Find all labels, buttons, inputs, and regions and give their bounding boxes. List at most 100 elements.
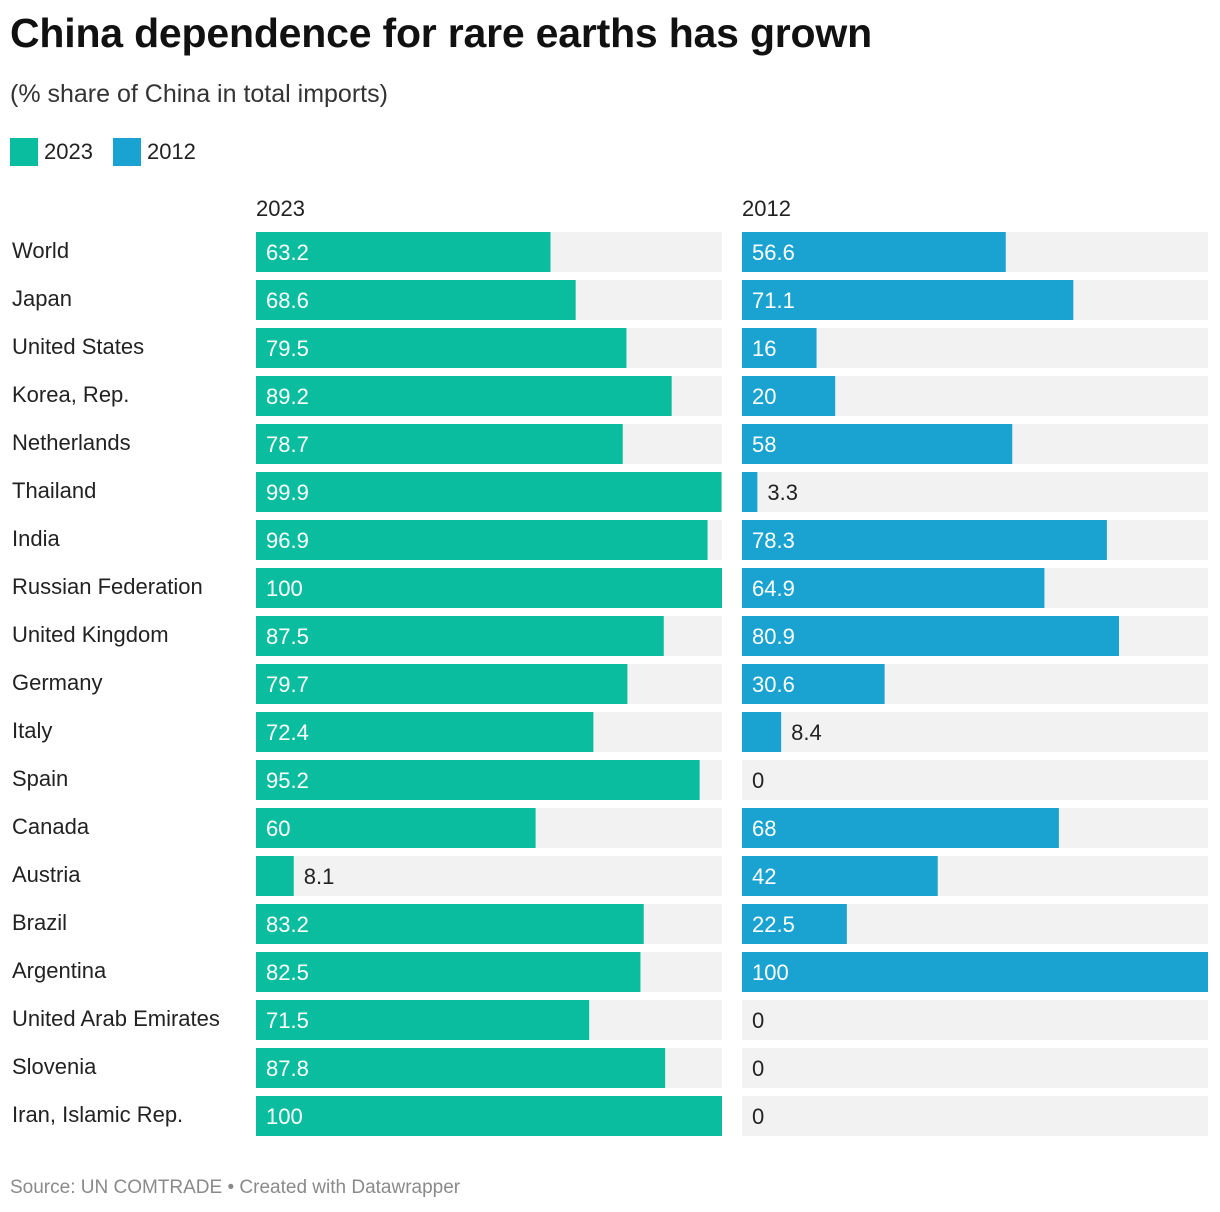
category-label-korea-rep: Korea, Rep. (12, 382, 129, 407)
data-label-2023-united-states: 79.5 (266, 336, 309, 361)
data-label-2012-canada: 68 (752, 816, 776, 841)
bar-2023-japan (256, 280, 576, 320)
bar-track-2012-thailand (742, 472, 1208, 512)
bar-2012-korea-rep (742, 376, 836, 416)
category-label-united-states: United States (12, 334, 144, 359)
category-label-slovenia: Slovenia (12, 1054, 97, 1079)
bar-2012-united-kingdom (742, 616, 1119, 656)
legend-swatch-2023 (10, 138, 38, 166)
bar-2023-india (256, 520, 708, 560)
data-label-2012-united-states: 16 (752, 336, 776, 361)
data-label-2012-iran-islamic-rep: 0 (752, 1104, 764, 1129)
bar-2012-netherlands (742, 424, 1013, 464)
data-label-2023-germany: 79.7 (266, 672, 309, 697)
chart-title: China dependence for rare earths has gro… (10, 10, 872, 56)
bar-track-2012-spain (742, 760, 1208, 800)
bar-2023-netherlands (256, 424, 623, 464)
data-label-2012-japan: 71.1 (752, 288, 795, 313)
bar-track-2012-united-arab-emirates (742, 1000, 1208, 1040)
bar-2012-japan (742, 280, 1074, 320)
bar-2012-russian-federation (742, 568, 1045, 608)
category-label-austria: Austria (12, 862, 81, 887)
data-label-2012-thailand: 3.3 (767, 480, 798, 505)
bar-2023-argentina (256, 952, 641, 992)
data-label-2023-korea-rep: 89.2 (266, 384, 309, 409)
data-label-2023-thailand: 99.9 (266, 480, 309, 505)
bar-track-2012-iran-islamic-rep (742, 1096, 1208, 1136)
category-label-japan: Japan (12, 286, 72, 311)
bar-2012-world (742, 232, 1006, 272)
data-label-2012-italy: 8.4 (791, 720, 822, 745)
bar-2023-united-kingdom (256, 616, 664, 656)
bar-2023-brazil (256, 904, 644, 944)
legend-label-2012: 2012 (146, 139, 196, 164)
bar-2012-canada (742, 808, 1059, 848)
data-label-2023-united-arab-emirates: 71.5 (266, 1008, 309, 1033)
bar-2023-korea-rep (256, 376, 672, 416)
bar-2012-austria (742, 856, 938, 896)
bar-2012-argentina (742, 952, 1208, 992)
column-header-2012: 2012 (742, 196, 791, 221)
category-label-canada: Canada (12, 814, 90, 839)
bar-2023-world (256, 232, 551, 272)
data-label-2023-iran-islamic-rep: 100 (266, 1104, 303, 1129)
category-label-spain: Spain (12, 766, 68, 791)
data-label-2012-india: 78.3 (752, 528, 795, 553)
data-label-2023-japan: 68.6 (266, 288, 309, 313)
data-label-2023-world: 63.2 (266, 240, 309, 265)
category-label-united-kingdom: United Kingdom (12, 622, 169, 647)
data-label-2023-argentina: 82.5 (266, 960, 309, 985)
source-note: Source: UN COMTRADE • Created with Dataw… (10, 1177, 461, 1198)
data-label-2023-brazil: 83.2 (266, 912, 309, 937)
data-label-2012-austria: 42 (752, 864, 776, 889)
category-label-russian-federation: Russian Federation (12, 574, 203, 599)
data-label-2023-spain: 95.2 (266, 768, 309, 793)
bar-2023-italy (256, 712, 594, 752)
data-label-2012-germany: 30.6 (752, 672, 795, 697)
bar-2012-italy (742, 712, 782, 752)
chart-subtitle: (% share of China in total imports) (10, 80, 388, 108)
data-label-2012-united-arab-emirates: 0 (752, 1008, 764, 1033)
data-label-2023-india: 96.9 (266, 528, 309, 553)
bar-2012-brazil (742, 904, 847, 944)
category-label-argentina: Argentina (12, 958, 107, 983)
bar-2023-thailand (256, 472, 722, 512)
data-label-2012-argentina: 100 (752, 960, 789, 985)
category-label-iran-islamic-rep: Iran, Islamic Rep. (12, 1102, 183, 1127)
bar-track-2023-austria (256, 856, 722, 896)
data-label-2012-spain: 0 (752, 768, 764, 793)
bar-track-2012-slovenia (742, 1048, 1208, 1088)
data-label-2012-slovenia: 0 (752, 1056, 764, 1081)
data-label-2012-world: 56.6 (752, 240, 795, 265)
bar-2023-austria (256, 856, 294, 896)
data-label-2012-netherlands: 58 (752, 432, 776, 457)
data-label-2023-netherlands: 78.7 (266, 432, 309, 457)
bar-2023-united-states (256, 328, 627, 368)
bar-track-2012-italy (742, 712, 1208, 752)
bar-2023-germany (256, 664, 628, 704)
data-label-2023-canada: 60 (266, 816, 290, 841)
category-label-brazil: Brazil (12, 910, 67, 935)
category-label-netherlands: Netherlands (12, 430, 131, 455)
data-label-2012-korea-rep: 20 (752, 384, 776, 409)
data-label-2012-united-kingdom: 80.9 (752, 624, 795, 649)
data-label-2023-russian-federation: 100 (266, 576, 303, 601)
bar-2023-canada (256, 808, 536, 848)
data-label-2023-slovenia: 87.8 (266, 1056, 309, 1081)
data-label-2012-brazil: 22.5 (752, 912, 795, 937)
category-label-italy: Italy (12, 718, 52, 743)
data-label-2012-russian-federation: 64.9 (752, 576, 795, 601)
category-label-united-arab-emirates: United Arab Emirates (12, 1006, 220, 1031)
data-label-2023-austria: 8.1 (304, 864, 335, 889)
bar-2023-russian-federation (256, 568, 722, 608)
split-bar-chart: 2023 2012 World 63.2 56.6 Japan 68.6 71.1 United… (12, 196, 1208, 1136)
bar-2023-united-arab-emirates (256, 1000, 590, 1040)
legend: 2023 2012 (10, 138, 216, 166)
category-label-india: India (12, 526, 60, 551)
category-label-world: World (12, 238, 69, 263)
bar-2023-iran-islamic-rep (256, 1096, 722, 1136)
data-label-2023-united-kingdom: 87.5 (266, 624, 309, 649)
bar-2012-india (742, 520, 1107, 560)
category-label-germany: Germany (12, 670, 102, 695)
bar-2023-slovenia (256, 1048, 666, 1088)
